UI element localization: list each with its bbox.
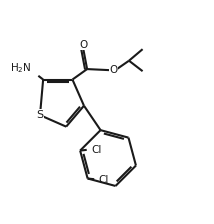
Text: Cl: Cl bbox=[99, 174, 109, 185]
Text: O: O bbox=[110, 65, 118, 75]
Text: S: S bbox=[36, 110, 44, 120]
Text: O: O bbox=[79, 40, 88, 50]
Text: H$_2$N: H$_2$N bbox=[10, 61, 32, 75]
Text: Cl: Cl bbox=[91, 144, 102, 155]
